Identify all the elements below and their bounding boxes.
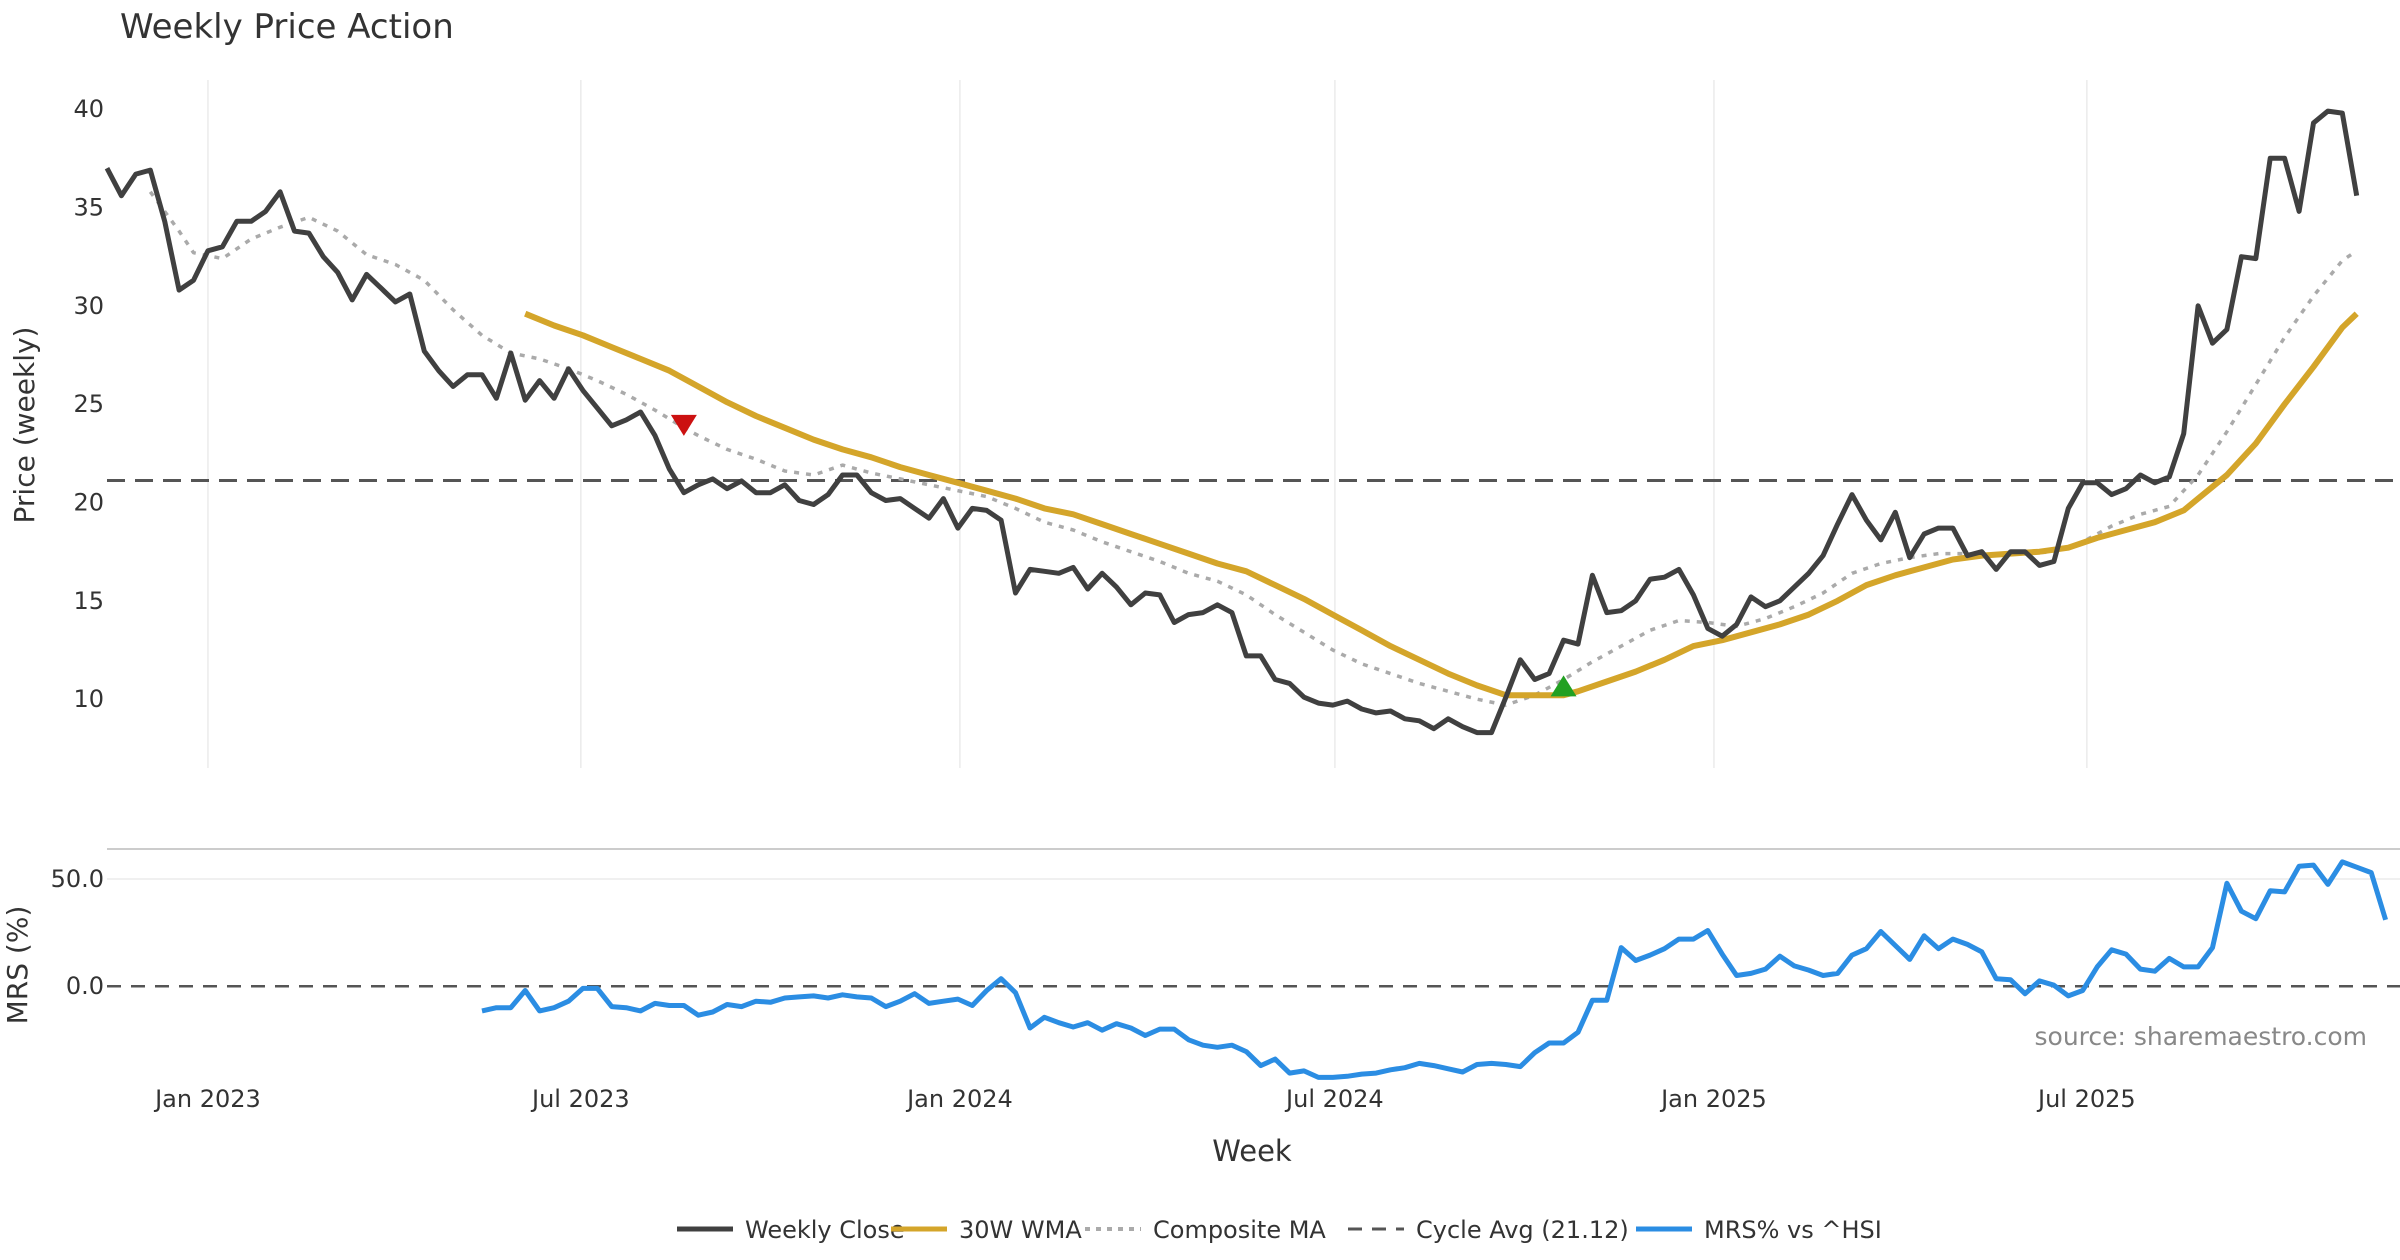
mrs-y-axis-label: MRS (%) [1, 906, 34, 1025]
price-y-tick-label: 15 [73, 587, 104, 615]
price-y-axis-label: Price (weekly) [8, 327, 41, 524]
weekly-close-line [104, 108, 2360, 736]
legend-item: MRS% vs ^HSI [1636, 1216, 1882, 1244]
mrs-y-ticks: 0.0 50.0 [51, 865, 104, 1000]
legend-label: MRS% vs ^HSI [1704, 1216, 1882, 1244]
mrs-line [481, 859, 2388, 1080]
x-tick-label: Jul 2025 [2036, 1085, 2136, 1113]
price-y-tick-label: 25 [73, 390, 104, 418]
legend-label: Weekly Close [745, 1216, 905, 1244]
price-panel: 10 15 20 25 30 35 40 Price (weekly) [8, 80, 2400, 768]
x-tick-label: Jul 2023 [530, 1085, 630, 1113]
sell-signal-marker [670, 414, 697, 436]
chart-title: Weekly Price Action [120, 7, 454, 47]
x-tick-label: Jan 2025 [1659, 1085, 1767, 1113]
mrs-y-tick-label: 0.0 [66, 972, 104, 1000]
price-y-tick-label: 35 [73, 194, 104, 222]
legend-item: Weekly Close [677, 1216, 905, 1244]
legend-label: 30W WMA [959, 1216, 1082, 1244]
x-axis-ticks: Jan 2023 Jul 2023 Jan 2024 Jul 2024 Jan 2025… [153, 1085, 2136, 1113]
mrs-y-tick-label: 50.0 [51, 865, 104, 893]
legend-item: Cycle Avg (21.12) [1348, 1216, 1629, 1244]
x-tick-label: Jan 2023 [153, 1085, 261, 1113]
price-y-ticks: 10 15 20 25 30 35 40 [73, 95, 104, 713]
price-y-tick-label: 10 [73, 685, 104, 713]
legend-label: Cycle Avg (21.12) [1416, 1216, 1629, 1244]
x-tick-label: Jan 2024 [905, 1085, 1013, 1113]
price-y-tick-label: 30 [73, 292, 104, 320]
legend-item: Composite MA [1085, 1216, 1326, 1244]
wma-30w-line [524, 310, 2359, 699]
source-note: source: sharemaestro.com [2035, 1022, 2368, 1051]
x-tick-label: Jul 2024 [1284, 1085, 1384, 1113]
signal-markers [670, 414, 1577, 697]
x-axis-label: Week [1212, 1134, 1292, 1168]
buy-signal-marker [1550, 675, 1577, 697]
composite-ma-line [148, 190, 2358, 707]
price-y-tick-label: 20 [73, 489, 104, 517]
legend-label: Composite MA [1153, 1216, 1326, 1244]
price-grid [207, 80, 2088, 768]
mrs-panel: 0.0 50.0 MRS (%) source: sharemaestro.com [1, 848, 2400, 1080]
legend-item: 30W WMA [891, 1216, 1082, 1244]
price-y-tick-label: 40 [73, 95, 104, 123]
legend: Weekly Close 30W WMA Composite MA Cycle Avg… [677, 1216, 1882, 1244]
